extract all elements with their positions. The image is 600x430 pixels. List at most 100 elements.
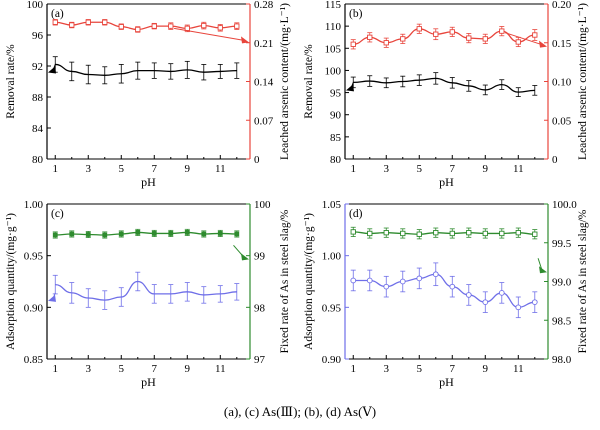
axis-arrow bbox=[233, 245, 249, 261]
series-1 bbox=[350, 262, 538, 319]
x-tick-label: 11 bbox=[513, 363, 524, 375]
data-point bbox=[118, 231, 124, 237]
left-tick-label: 96 bbox=[32, 30, 44, 42]
data-point bbox=[383, 230, 389, 236]
left-tick-label: 1.05 bbox=[322, 199, 342, 211]
x-tick-label: 9 bbox=[185, 363, 191, 375]
right-tick-label: 97 bbox=[254, 354, 266, 366]
data-point bbox=[532, 231, 538, 237]
right-tick-label: 0.21 bbox=[254, 38, 273, 50]
left-tick-label: 80 bbox=[32, 154, 44, 166]
right-tick-label: 0.07 bbox=[254, 115, 274, 127]
right-tick-label: 0.10 bbox=[552, 77, 572, 89]
series-2 bbox=[350, 226, 538, 240]
x-tick-label: 3 bbox=[384, 363, 390, 375]
right-axis-title: Leached arsenic content/(mg·L⁻¹) bbox=[577, 3, 589, 160]
left-tick-label: 110 bbox=[325, 21, 342, 33]
x-axis-label: pH bbox=[141, 375, 156, 389]
right-axis-title: Fixed rate of As in steel slag/% bbox=[577, 209, 589, 353]
series-line bbox=[55, 231, 237, 236]
axis-arrow bbox=[346, 82, 354, 92]
arrow-head bbox=[539, 266, 547, 274]
series-line bbox=[55, 280, 237, 301]
x-tick-label: 7 bbox=[450, 363, 456, 375]
x-tick-label: 5 bbox=[119, 363, 125, 375]
data-point bbox=[449, 29, 455, 35]
data-point bbox=[350, 41, 356, 47]
right-tick-label: 99 bbox=[254, 251, 266, 263]
left-tick-label: 100 bbox=[27, 0, 44, 11]
data-point bbox=[234, 231, 240, 237]
x-tick-label: 7 bbox=[152, 163, 158, 175]
arrow-head bbox=[48, 294, 56, 302]
right-tick-label: 0.20 bbox=[552, 0, 572, 11]
data-point bbox=[367, 230, 373, 237]
right-tick-label: 0.28 bbox=[254, 0, 274, 11]
data-point bbox=[201, 22, 207, 29]
right-tick-label: 98.0 bbox=[552, 354, 572, 366]
data-point bbox=[69, 22, 75, 28]
right-tick-label: 99.0 bbox=[552, 277, 572, 289]
x-axis-label: pH bbox=[439, 175, 454, 189]
left-tick-label: 105 bbox=[325, 43, 342, 55]
left-axis-title: Removal rate/% bbox=[5, 44, 17, 119]
series-line bbox=[55, 21, 237, 31]
left-tick-label: 0.95 bbox=[322, 302, 342, 314]
right-tick-label: 98 bbox=[254, 302, 266, 314]
x-tick-label: 11 bbox=[215, 363, 226, 375]
chart-panel-c: 1 3 5 7 9 11 pH 0.85 0.90 0.95 1.00 97 98 99 100 Adsorp… bbox=[5, 199, 291, 389]
series-2 bbox=[52, 19, 240, 33]
data-point bbox=[69, 231, 75, 237]
left-tick-label: 1.00 bbox=[322, 251, 342, 263]
data-point bbox=[515, 39, 521, 45]
data-point bbox=[416, 275, 423, 282]
series-2 bbox=[350, 23, 538, 50]
data-point bbox=[184, 230, 190, 235]
series-1 bbox=[52, 271, 240, 310]
data-point bbox=[449, 230, 455, 237]
data-point bbox=[515, 230, 521, 236]
arrow-head bbox=[48, 66, 56, 74]
right-tick-label: 100 bbox=[254, 199, 271, 211]
data-point bbox=[52, 19, 58, 25]
series-1 bbox=[350, 72, 538, 97]
right-tick-label: 0.05 bbox=[552, 115, 572, 127]
left-tick-label: 88 bbox=[32, 92, 44, 104]
right-tick-label: 0.15 bbox=[552, 38, 572, 50]
data-point bbox=[102, 232, 108, 238]
data-point bbox=[201, 231, 207, 237]
arrow-head bbox=[241, 36, 249, 44]
data-point bbox=[531, 299, 538, 306]
data-point bbox=[118, 24, 124, 30]
x-tick-label: 3 bbox=[86, 163, 92, 175]
x-axis-label: pH bbox=[439, 375, 454, 389]
data-point bbox=[532, 32, 538, 38]
series-2 bbox=[52, 228, 240, 239]
data-point bbox=[416, 26, 422, 32]
x-tick-label: 3 bbox=[86, 363, 92, 375]
arrow-head bbox=[539, 40, 547, 48]
data-point bbox=[135, 230, 141, 235]
panel-label: (b) bbox=[349, 8, 363, 20]
data-point bbox=[383, 40, 389, 46]
data-point bbox=[433, 230, 439, 236]
axis-arrow bbox=[48, 292, 56, 302]
right-tick-label: 0 bbox=[254, 154, 260, 166]
x-tick-label: 1 bbox=[53, 163, 59, 175]
left-axis-title: Removal rate/% bbox=[303, 44, 315, 119]
data-point bbox=[449, 283, 456, 290]
x-tick-label: 9 bbox=[185, 163, 191, 175]
series-line bbox=[353, 77, 535, 93]
panel-label: (a) bbox=[51, 8, 64, 20]
data-point bbox=[217, 25, 223, 31]
series-line bbox=[55, 63, 237, 76]
x-tick-label: 3 bbox=[384, 163, 390, 175]
right-tick-label: 0 bbox=[552, 154, 558, 166]
axis-arrow bbox=[48, 64, 56, 74]
data-point bbox=[498, 290, 505, 296]
data-point bbox=[466, 230, 472, 236]
data-point bbox=[433, 31, 439, 37]
left-axis-title: Adsorption quantity/(mg·g⁻¹) bbox=[5, 213, 17, 350]
panel-label: (c) bbox=[51, 208, 64, 220]
